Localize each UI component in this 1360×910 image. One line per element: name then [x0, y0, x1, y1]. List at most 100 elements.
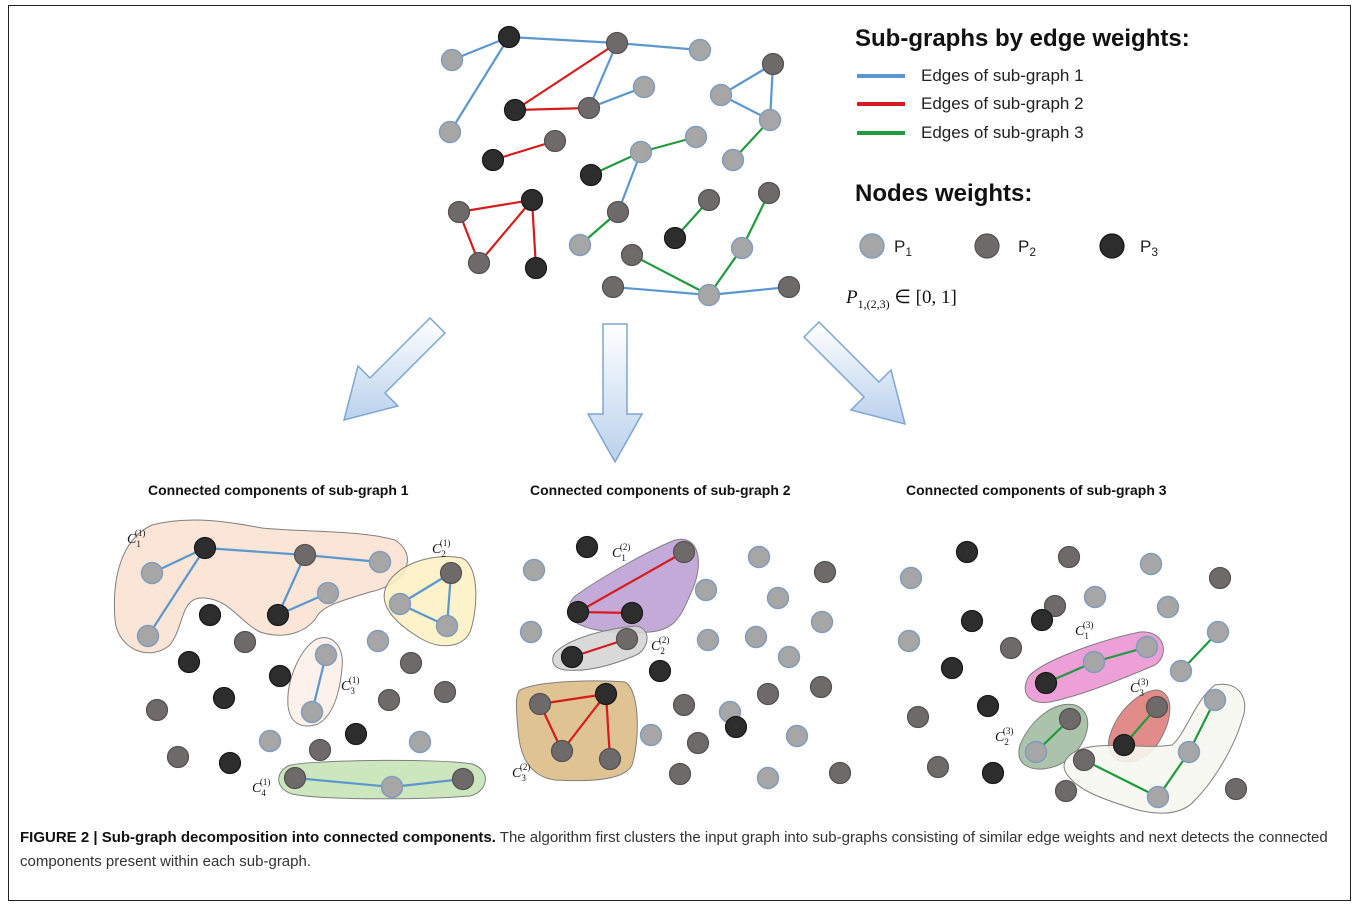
panel-title-subgraph-2: Connected components of sub-graph 2: [530, 482, 791, 498]
component-label-c4-1: C4(1): [252, 777, 270, 798]
graph-node-p2: [761, 52, 785, 76]
graph-node-p3: [193, 536, 217, 560]
graph-node-p3: [1034, 671, 1058, 695]
graph-node-p1: [785, 724, 809, 748]
graph-node-p1: [758, 108, 782, 132]
graph-node-p2: [668, 762, 692, 786]
legend-edge-label-2: Edges of sub-graph 2: [921, 94, 1084, 113]
graph-node-p1: [1082, 650, 1106, 674]
graph-node-p2: [813, 560, 837, 584]
graph-node-p1: [1146, 785, 1170, 809]
graph-edge-subgraph-3: [631, 254, 710, 296]
graph-node-p2: [605, 31, 629, 55]
graph-node-p1: [694, 578, 718, 602]
graph-edge-subgraph-1: [449, 36, 510, 133]
component-blob-c4-3: [1063, 683, 1246, 814]
legend-node-swatch-p1: [859, 233, 885, 259]
arrow-to-subgraph-3: [802, 320, 907, 426]
decomposition-arrows: [342, 316, 907, 464]
graph-node-p2: [809, 675, 833, 699]
graph-node-p2: [777, 275, 801, 299]
graph-node-p3: [620, 601, 644, 625]
graph-node-p3: [955, 540, 979, 564]
legend-formula: P1,(2,3) ∈ [0, 1]: [845, 287, 957, 311]
graph-node-p1: [519, 620, 543, 644]
figure-diagram: Sub-graphs by edge weights: Edges of sub…: [113, 25, 1248, 814]
legend-edge-label-1: Edges of sub-graph 1: [921, 66, 1084, 85]
graph-node-p3: [940, 656, 964, 680]
graph-node-p1: [380, 775, 404, 799]
graph-node-p3: [344, 722, 368, 746]
graph-node-p2: [451, 767, 475, 791]
graph-node-p1: [440, 48, 464, 72]
graph-node-p3: [198, 603, 222, 627]
graph-edge-subgraph-2: [577, 551, 685, 613]
component-label-c3-3: C3(3): [1130, 677, 1148, 698]
graph-node-p1: [756, 766, 780, 790]
graph-node-p3: [268, 664, 292, 688]
graph-edge-subgraph-3: [1083, 759, 1159, 798]
graph-node-p3: [481, 148, 505, 172]
graph-node-p2: [447, 200, 471, 224]
graph-node-p1: [639, 723, 663, 747]
graph-node-p3: [976, 694, 1000, 718]
graph-node-p3: [177, 650, 201, 674]
graph-node-p3: [266, 603, 290, 627]
graph-node-p3: [663, 226, 687, 250]
graph-node-p2: [1072, 748, 1096, 772]
graph-node-p2: [756, 682, 780, 706]
graph-node-p3: [648, 659, 672, 683]
component-blob-c1-1: [113, 519, 408, 654]
figure-frame: [8, 5, 1351, 901]
graph-node-p2: [1057, 545, 1081, 569]
graph-node-p1: [1156, 595, 1180, 619]
graph-edge-subgraph-1: [147, 547, 206, 637]
graph-node-p1: [766, 586, 790, 610]
graph-node-p2: [577, 96, 601, 120]
component-label-c1-2: C1(2): [612, 542, 630, 563]
graph-edge-subgraph-1: [204, 546, 306, 557]
graph-node-p1: [435, 614, 459, 638]
graph-node-p1: [747, 545, 771, 569]
graph-node-p1: [568, 233, 592, 257]
legend-node-label-p1: P1: [894, 237, 912, 259]
graph-node-p2: [145, 698, 169, 722]
legend-node-swatch-p2: [974, 233, 1000, 259]
graph-node-p2: [1043, 594, 1067, 618]
panel-3-nodes: [897, 540, 1248, 809]
graph-node-p2: [926, 755, 950, 779]
graph-node-p1: [632, 75, 656, 99]
graph-node-p2: [757, 181, 781, 205]
graph-node-p1: [258, 729, 282, 753]
panel-subgraph-3: C1(3) C2(3) C3(3): [897, 540, 1248, 814]
graph-node-p2: [543, 129, 567, 153]
graph-node-p2: [293, 543, 317, 567]
graph-node-p1: [721, 148, 745, 172]
graph-node-p3: [981, 761, 1005, 785]
graph-node-p1: [696, 628, 720, 652]
graph-node-p1: [388, 592, 412, 616]
legend-edge-label-3: Edges of sub-graph 3: [921, 123, 1084, 142]
panel-subgraph-2: C1(2) C2(2) C3(2): [512, 535, 852, 790]
graph-node-p2: [550, 739, 574, 763]
graph-node-p3: [566, 600, 590, 624]
graph-node-p2: [828, 761, 852, 785]
graph-node-p1: [684, 125, 708, 149]
graph-edge-subgraph-1: [612, 285, 710, 297]
graph-node-p1: [1135, 635, 1159, 659]
graph-edge-subgraph-1: [304, 553, 381, 564]
graph-node-p2: [615, 627, 639, 651]
graph-node-p1: [366, 629, 390, 653]
graph-edge-subgraph-1: [587, 42, 619, 109]
arrow-to-subgraph-1: [342, 316, 447, 422]
graph-node-p3: [579, 163, 603, 187]
graph-node-p1: [1169, 659, 1193, 683]
caption-text: The algorithm first clusters the input g…: [20, 829, 1328, 870]
graph-node-p1: [316, 581, 340, 605]
graph-node-p3: [497, 25, 521, 49]
graph-edge-subgraph-2: [478, 199, 533, 264]
legend: Sub-graphs by edge weights: Edges of sub…: [845, 25, 1190, 311]
graph-node-p1: [897, 629, 921, 653]
graph-node-p1: [1139, 552, 1163, 576]
graph-edge-subgraph-1: [508, 35, 618, 45]
